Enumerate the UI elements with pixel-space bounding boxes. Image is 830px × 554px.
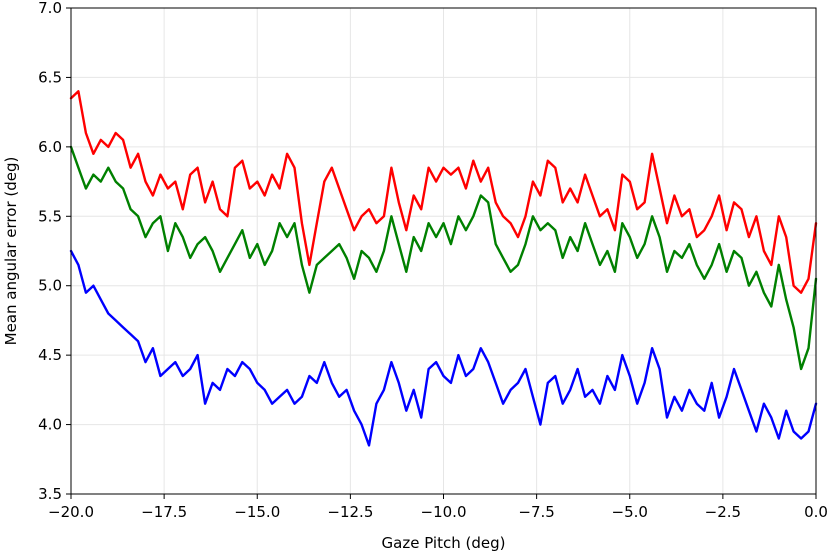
- series-layer: [69, 90, 818, 447]
- y-axis-title: Mean angular error (deg): [2, 157, 20, 346]
- series-line-3: [69, 249, 818, 447]
- y-tick-label: 4.0: [38, 416, 62, 434]
- y-tick-label: 4.5: [38, 346, 62, 364]
- x-tick-label: −17.5: [141, 503, 187, 521]
- y-tick-label: 6.5: [38, 68, 62, 86]
- y-tick-label: 7.0: [38, 0, 62, 17]
- x-axis-title: Gaze Pitch (deg): [382, 534, 506, 552]
- x-tick-label: 0.0: [804, 503, 828, 521]
- grid: [70, 7, 817, 495]
- x-tick-label: −10.0: [421, 503, 467, 521]
- x-tick-label: −20.0: [48, 503, 94, 521]
- x-tick-label: −7.5: [518, 503, 554, 521]
- x-axis: −20.0 −17.5 −15.0 −12.5 −10.0 −7.5 −5.0 −2.5 0.0: [48, 494, 828, 521]
- series-line-2: [69, 145, 818, 371]
- x-tick-label: −5.0: [612, 503, 648, 521]
- y-axis: 3.5 4.0 4.5 5.0 5.5 6.0 6.5 7.0: [38, 0, 71, 503]
- series-line-1: [69, 90, 818, 294]
- x-tick-label: −15.0: [234, 503, 280, 521]
- y-tick-label: 5.0: [38, 277, 62, 295]
- y-tick-label: 3.5: [38, 485, 62, 503]
- x-tick-label: −12.5: [327, 503, 373, 521]
- y-tick-label: 5.5: [38, 207, 62, 225]
- y-tick-label: 6.0: [38, 138, 62, 156]
- x-tick-label: −2.5: [705, 503, 741, 521]
